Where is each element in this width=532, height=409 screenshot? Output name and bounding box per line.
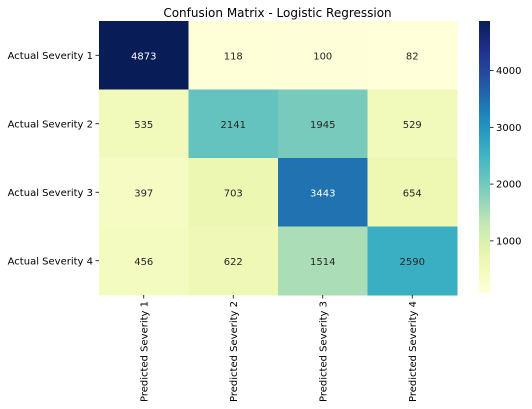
heatmap-cell-r1-c1 <box>99 21 189 90</box>
heatmap-cell-r1-c2 <box>188 21 279 90</box>
heatmap-cell-r4-c1 <box>99 226 189 296</box>
cell-value-label: 1514 <box>310 257 335 268</box>
heatmap-cell-r1-c4 <box>367 21 458 90</box>
row-tick-label: Actual Severity 2 <box>8 119 93 130</box>
heatmap-cell-r3-c1 <box>99 158 189 227</box>
cell-value-label: 100 <box>313 51 332 62</box>
row-tick-label: Actual Severity 4 <box>8 256 93 267</box>
col-tick-label: Predicted Severity 1 <box>139 301 150 402</box>
cell-value-label: 703 <box>224 188 243 199</box>
cell-value-label: 2141 <box>221 120 246 131</box>
cell-value-label: 622 <box>224 257 243 268</box>
colorbar-gradient <box>479 21 490 293</box>
heatmap-cell-r4-c4 <box>367 226 458 296</box>
cell-value-label: 82 <box>406 51 419 62</box>
colorbar-tick-label: 4000 <box>496 66 521 77</box>
heatmap-cell-r4-c2 <box>188 226 279 296</box>
col-tick-label: Predicted Severity 4 <box>408 301 419 402</box>
row-ticks: Actual Severity 1 Actual Severity 2 Actual… <box>8 51 99 267</box>
heatmap-cell-r4-c3 <box>278 226 368 296</box>
cell-value-label: 2590 <box>400 257 425 268</box>
heatmap-cell-labels: 4873 118 100 82 535 2141 1945 529 397 703 3443 654 4… <box>131 51 425 268</box>
cell-value-label: 3443 <box>310 188 335 199</box>
heatmap-cell-r2-c4 <box>367 89 458 159</box>
cell-value-label: 654 <box>403 188 422 199</box>
col-tick-label: Predicted Severity 2 <box>229 301 240 402</box>
colorbar: 1000 2000 3000 4000 <box>479 21 521 293</box>
cell-value-label: 1945 <box>310 120 335 131</box>
heatmap-cell-r3-c4 <box>367 158 458 227</box>
colorbar-tick-label: 1000 <box>496 236 521 247</box>
heatmap-cell-r2-c1 <box>99 89 189 159</box>
col-ticks: Predicted Severity 1 Predicted Severity 2… <box>139 295 419 402</box>
cell-value-label: 397 <box>134 188 153 199</box>
heatmap-cell-r3-c3 <box>278 158 368 227</box>
heatmap-cell-r3-c2 <box>188 158 279 227</box>
col-tick-label: Predicted Severity 3 <box>318 301 329 402</box>
colorbar-tick-label: 2000 <box>496 180 521 191</box>
cell-value-label: 529 <box>403 120 422 131</box>
heatmap-cell-r1-c3 <box>278 21 368 90</box>
heatmap-cells <box>99 21 458 296</box>
cell-value-label: 118 <box>224 51 243 62</box>
row-tick-label: Actual Severity 1 <box>8 51 93 62</box>
chart-title: Confusion Matrix - Logistic Regression <box>163 6 391 20</box>
cell-value-label: 4873 <box>131 51 156 62</box>
heatmap-cell-r2-c2 <box>188 89 279 159</box>
cell-value-label: 456 <box>134 257 153 268</box>
row-tick-label: Actual Severity 3 <box>8 188 93 199</box>
heatmap-cell-r2-c3 <box>278 89 368 159</box>
colorbar-tick-label: 3000 <box>496 123 521 134</box>
cell-value-label: 535 <box>134 120 153 131</box>
